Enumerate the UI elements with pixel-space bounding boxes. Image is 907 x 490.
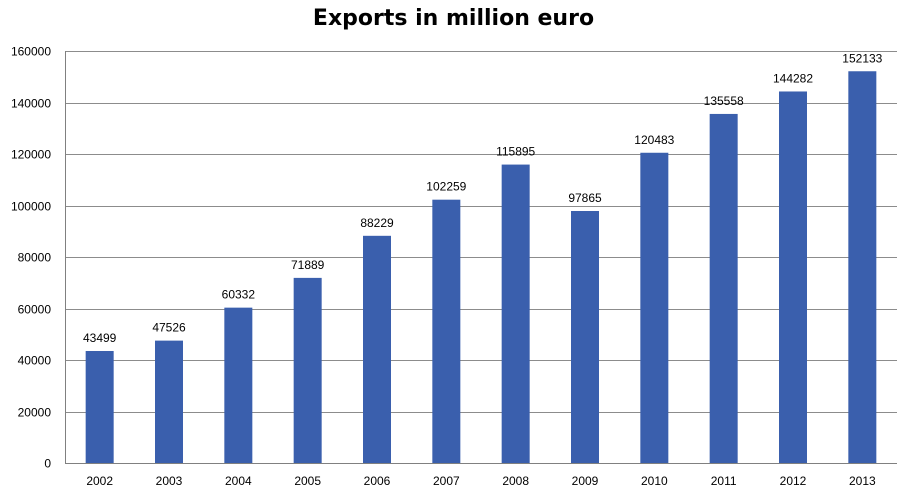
x-tick-label-2008: 2008 bbox=[502, 474, 529, 488]
data-label-2002: 43499 bbox=[83, 331, 117, 345]
data-labels: 43499 47526 60332 71889 88229 102259 115895 978… bbox=[83, 51, 883, 345]
y-tick-label: 60000 bbox=[18, 303, 52, 317]
x-tick-label-2006: 2006 bbox=[364, 474, 391, 488]
y-axis-ticks: 0 20000 40000 60000 80000 100000 120000 140000 1… bbox=[11, 45, 51, 471]
data-label-2011: 135558 bbox=[704, 94, 744, 108]
x-tick-label-2004: 2004 bbox=[225, 474, 252, 488]
gridlines bbox=[65, 51, 897, 464]
data-label-2007: 102259 bbox=[426, 180, 466, 194]
bar-2005 bbox=[293, 277, 322, 463]
x-tick-label-2010: 2010 bbox=[641, 474, 668, 488]
x-tick-label-2003: 2003 bbox=[156, 474, 183, 488]
chart-title: Exports in million euro bbox=[312, 6, 595, 31]
x-tick-label-2011: 2011 bbox=[711, 474, 737, 488]
data-label-2006: 88229 bbox=[360, 216, 394, 230]
bar-2007 bbox=[432, 199, 461, 463]
y-tick-label: 80000 bbox=[18, 251, 52, 265]
data-label-2003: 47526 bbox=[152, 321, 186, 335]
data-label-2010: 120483 bbox=[634, 133, 674, 147]
x-tick-label-2009: 2009 bbox=[572, 474, 599, 488]
bar-2003 bbox=[155, 340, 183, 463]
y-tick-label: 100000 bbox=[11, 200, 51, 214]
x-tick-label-2013: 2013 bbox=[849, 474, 876, 488]
data-label-2012: 144282 bbox=[773, 71, 813, 85]
y-tick-label: 140000 bbox=[11, 97, 51, 111]
y-tick-label: 0 bbox=[44, 457, 51, 471]
y-tick-label: 40000 bbox=[18, 354, 52, 368]
y-tick-label: 120000 bbox=[11, 148, 51, 162]
data-label-2008: 115895 bbox=[496, 145, 535, 159]
data-label-2013: 152133 bbox=[842, 51, 882, 65]
bar-2004 bbox=[224, 307, 253, 463]
bar-2010 bbox=[640, 152, 669, 463]
x-axis-ticks: 2002 2003 2004 2005 2006 2007 2008 2009 2010 2011… bbox=[86, 474, 876, 488]
bar-2008 bbox=[501, 164, 530, 463]
y-tick-label: 20000 bbox=[18, 406, 52, 420]
x-tick-label-2012: 2012 bbox=[780, 474, 807, 488]
data-label-2005: 71889 bbox=[291, 258, 325, 272]
x-tick-label-2005: 2005 bbox=[294, 474, 321, 488]
bar-2011 bbox=[709, 113, 738, 464]
bars bbox=[85, 71, 877, 464]
x-tick-label-2007: 2007 bbox=[433, 474, 460, 488]
y-tick-label: 160000 bbox=[11, 45, 51, 59]
data-label-2009: 97865 bbox=[568, 191, 602, 205]
bar-2006 bbox=[363, 235, 391, 463]
bar-2012 bbox=[779, 91, 807, 463]
bar-2013 bbox=[848, 71, 877, 464]
bar-2009 bbox=[571, 210, 599, 463]
data-label-2004: 60332 bbox=[222, 288, 256, 302]
bar-2002 bbox=[85, 350, 114, 463]
x-tick-label-2002: 2002 bbox=[86, 474, 113, 488]
